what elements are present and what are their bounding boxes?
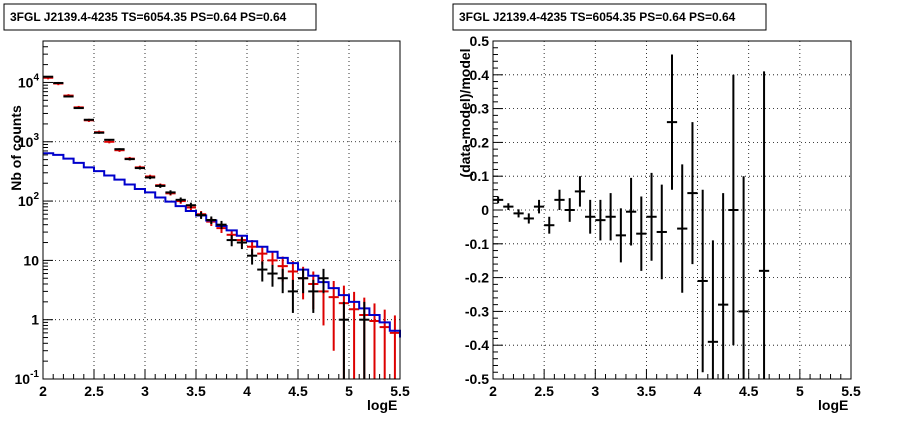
right-grid bbox=[493, 41, 851, 379]
x-tick-label: 5.5 bbox=[390, 383, 410, 399]
right-ticks: 2 2.5 3 3.5 4 4.5 5 5.5 -0.5 -0.4 -0.3 -0.2 -0.1 0 0.1… bbox=[465, 33, 861, 399]
y-tick-label: -0.4 bbox=[465, 337, 489, 353]
y-tick-label: 10-1 bbox=[15, 369, 40, 387]
model-step-line bbox=[43, 152, 401, 338]
y-tick-label: 0.4 bbox=[470, 67, 490, 83]
y-tick-label: -0.5 bbox=[465, 371, 489, 387]
x-tick-label: 2 bbox=[39, 383, 47, 399]
right-x-axis-title: logE bbox=[818, 397, 848, 413]
left-marks bbox=[43, 75, 401, 379]
left-title-box bbox=[3, 3, 317, 31]
y-tick-label: 0 bbox=[481, 202, 489, 218]
right-chart-title: 3FGL J2139.4-4235 TS=6054.35 PS=0.64 PS=… bbox=[459, 10, 736, 24]
right-y-axis-title: (data-model)/model bbox=[457, 48, 473, 177]
x-tick-label: 2 bbox=[489, 383, 497, 399]
left-grid bbox=[43, 41, 400, 379]
right-title-box bbox=[452, 3, 767, 31]
x-tick-label: 4 bbox=[694, 383, 702, 399]
y-tick-label: 1 bbox=[31, 312, 39, 328]
x-tick-label: 2.5 bbox=[84, 383, 104, 399]
left-y-axis-title: Nb of counts bbox=[8, 105, 24, 191]
residuals-panel: 3FGL J2139.4-4235 TS=6054.35 PS=0.64 PS=… bbox=[452, 3, 861, 413]
x-tick-label: 3 bbox=[591, 383, 599, 399]
right-marks bbox=[493, 54, 770, 379]
y-tick-label: 0.3 bbox=[470, 101, 490, 117]
x-tick-label: 4.5 bbox=[288, 383, 308, 399]
x-tick-label: 3.5 bbox=[637, 383, 657, 399]
y-tick-label: 0.2 bbox=[470, 134, 490, 150]
left-x-axis-title: logE bbox=[367, 397, 397, 413]
y-tick-label: 102 bbox=[18, 191, 40, 209]
x-tick-label: 2.5 bbox=[534, 383, 554, 399]
x-tick-label: 4.5 bbox=[739, 383, 759, 399]
x-tick-label: 5 bbox=[345, 383, 353, 399]
y-tick-label: -0.2 bbox=[465, 270, 489, 286]
x-tick-label: 3 bbox=[141, 383, 149, 399]
y-tick-label: 0.5 bbox=[470, 33, 490, 49]
y-tick-label: -0.3 bbox=[465, 303, 489, 319]
y-tick-label: 104 bbox=[18, 72, 40, 90]
y-tick-label: 10 bbox=[23, 252, 39, 268]
left-chart-title: 3FGL J2139.4-4235 TS=6054.35 PS=0.64 PS=… bbox=[10, 10, 287, 24]
y-tick-label: -0.1 bbox=[465, 236, 489, 252]
left-plot-frame bbox=[42, 40, 401, 380]
counts-panel: 3FGL J2139.4-4235 TS=6054.35 PS=0.64 PS=… bbox=[3, 3, 410, 413]
x-tick-label: 4 bbox=[243, 383, 251, 399]
x-tick-label: 5 bbox=[796, 383, 804, 399]
x-tick-label: 5.5 bbox=[841, 383, 861, 399]
y-tick-label: 0.1 bbox=[470, 168, 490, 184]
x-tick-label: 3.5 bbox=[186, 383, 206, 399]
